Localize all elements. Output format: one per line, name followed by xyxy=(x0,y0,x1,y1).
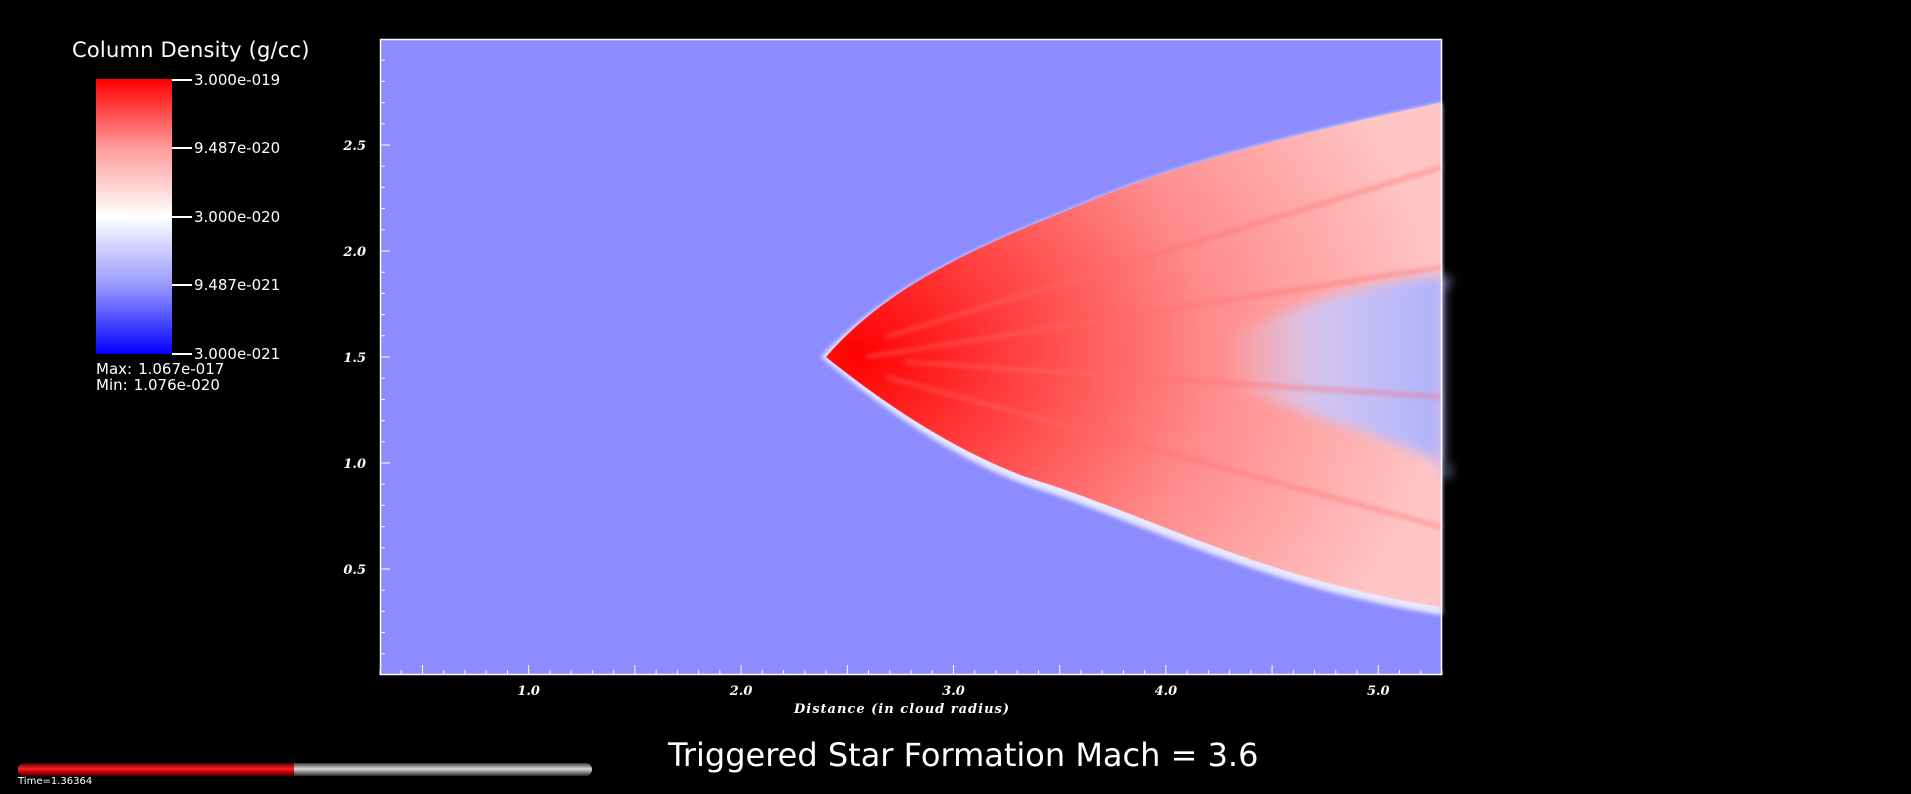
x-axis-tick-labels: 1.0 2.0 3.0 4.0 5.0 xyxy=(517,684,1389,699)
cone-red-streaks xyxy=(865,165,1443,529)
colorbar-tick xyxy=(172,79,192,81)
x-tick-label: 1.0 xyxy=(517,684,540,699)
density-plot: 1.0 2.0 3.0 4.0 5.0 0.5 1.0 1.5 2.0 2.5 xyxy=(342,38,1451,699)
legend-min: Min: 1.076e-020 xyxy=(96,376,220,394)
time-progress-bar[interactable] xyxy=(18,763,592,776)
x-tick-label: 5.0 xyxy=(1367,684,1390,699)
plot-area: 1.0 2.0 3.0 4.0 5.0 0.5 1.0 1.5 2.0 2.5 xyxy=(342,38,1451,699)
colorbar-tick-label: 9.487e-021 xyxy=(194,276,281,294)
colorbar-tick-label: 3.000e-021 xyxy=(194,345,281,363)
colorbar-tick-label: 3.000e-019 xyxy=(194,71,281,89)
legend-max-value: 1.067e-017 xyxy=(138,360,225,378)
legend-title: Column Density (g/cc) xyxy=(72,38,310,62)
y-tick-label: 2.0 xyxy=(342,245,366,260)
time-label: Time=1.36364 xyxy=(18,776,93,787)
x-axis-label: Distance (in cloud radius) xyxy=(794,702,1011,717)
y-tick-label: 0.5 xyxy=(343,563,366,578)
legend-min-label: Min: xyxy=(96,376,128,394)
legend-max: Max: 1.067e-017 xyxy=(96,360,224,378)
colorbar-tick xyxy=(172,284,192,286)
cone-blue-tongue xyxy=(1226,277,1451,477)
colorbar-tick xyxy=(172,147,192,149)
time-progress-fill xyxy=(18,763,294,776)
y-axis-tick-labels: 0.5 1.0 1.5 2.0 2.5 xyxy=(342,139,366,578)
y-tick-label: 2.5 xyxy=(342,139,366,154)
x-tick-label: 3.0 xyxy=(942,684,965,699)
colorbar-tick xyxy=(172,216,192,218)
plot-frame xyxy=(379,38,1443,676)
legend-min-value: 1.076e-020 xyxy=(133,376,220,394)
colorbar-tick xyxy=(172,353,192,355)
shock-cone xyxy=(821,102,1451,616)
caption: Triggered Star Formation Mach = 3.6 xyxy=(668,736,1259,774)
legend-max-label: Max: xyxy=(96,360,133,378)
y-tick-label: 1.0 xyxy=(343,457,366,472)
cone-body xyxy=(826,102,1442,608)
colorbar-tick-label: 9.487e-020 xyxy=(194,139,281,157)
x-tick-label: 2.0 xyxy=(729,684,753,699)
x-tick-label: 4.0 xyxy=(1155,684,1178,699)
colorbar-tick-label: 3.000e-020 xyxy=(194,208,281,226)
colorbar xyxy=(96,79,172,354)
y-tick-label: 1.5 xyxy=(343,351,366,366)
